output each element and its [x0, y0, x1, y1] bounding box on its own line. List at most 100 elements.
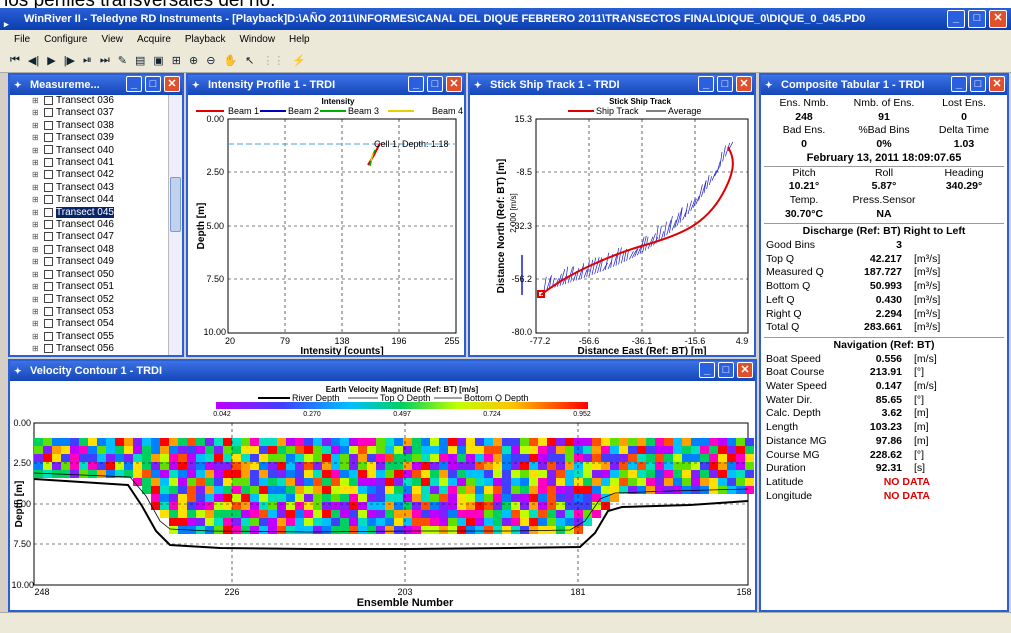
menu-playback[interactable]: Playback: [184, 34, 226, 45]
transect-item[interactable]: ⊞ Transect 049: [32, 256, 182, 268]
marker-icon[interactable]: ✎: [117, 55, 127, 67]
transect-item[interactable]: ⊞ Transect 043: [32, 182, 182, 194]
expand-icon[interactable]: ⊞: [32, 182, 39, 192]
checkbox[interactable]: [44, 133, 53, 143]
expand-icon[interactable]: ⊞: [32, 356, 40, 357]
transect-item[interactable]: ⊞ Transect 048: [32, 244, 182, 256]
velocity-close[interactable]: ✕: [737, 362, 753, 378]
checkbox[interactable]: [44, 120, 53, 130]
transect-item[interactable]: ⊞ Transect 040: [32, 145, 182, 157]
intensity-minimize[interactable]: _: [408, 76, 424, 92]
intensity-maximize[interactable]: □: [427, 76, 443, 92]
checkbox[interactable]: [44, 195, 53, 205]
checkbox[interactable]: [44, 331, 53, 341]
checkbox[interactable]: [44, 269, 53, 279]
transect-item[interactable]: ⊞ Transect 037: [32, 107, 182, 119]
expand-icon[interactable]: ⊞: [32, 232, 39, 242]
checkbox[interactable]: [44, 95, 53, 105]
transect-item[interactable]: ⊞ Transect 047: [32, 231, 182, 243]
expand-icon[interactable]: ⊞: [32, 108, 39, 118]
checkbox[interactable]: [44, 319, 53, 329]
folder-icon[interactable]: ▤: [134, 55, 146, 67]
composite-maximize[interactable]: □: [970, 76, 986, 92]
checkbox[interactable]: [44, 182, 53, 192]
transect-item[interactable]: ⊞ Transect 057: [32, 356, 182, 357]
measurement-close[interactable]: ✕: [164, 76, 180, 92]
expand-icon[interactable]: ⊞: [32, 319, 39, 329]
checkbox[interactable]: [44, 306, 53, 316]
menu-window[interactable]: Window: [239, 34, 276, 45]
transect-item[interactable]: ⊞ Transect 052: [32, 294, 182, 306]
expand-icon[interactable]: ⊞: [32, 244, 39, 254]
checkbox[interactable]: [44, 294, 53, 304]
transect-item[interactable]: ⊞ Transect 050: [32, 269, 182, 281]
expand-icon[interactable]: ⊞: [32, 120, 39, 130]
transect-item[interactable]: ⊞ Transect 039: [32, 132, 182, 144]
checkbox[interactable]: [44, 281, 53, 291]
pause-icon[interactable]: ⏯: [83, 54, 92, 66]
transect-item[interactable]: ⊞ Transect 036: [32, 95, 182, 107]
transect-item[interactable]: ⊞ Transect 051: [32, 281, 182, 293]
expand-icon[interactable]: ⊞: [32, 257, 39, 267]
measurement-minimize[interactable]: _: [126, 76, 142, 92]
checkbox[interactable]: [44, 207, 53, 217]
velocity-minimize[interactable]: _: [699, 362, 715, 378]
transect-item[interactable]: ⊞ Transect 054: [32, 318, 182, 330]
intensity-close[interactable]: ✕: [446, 76, 462, 92]
step-forward-icon[interactable]: |▶: [63, 55, 76, 67]
expand-icon[interactable]: ⊞: [32, 96, 39, 105]
menu-help[interactable]: Help: [289, 34, 310, 45]
transect-item[interactable]: ⊞ Transect 045: [32, 206, 182, 219]
tree-scroll-thumb[interactable]: [170, 177, 181, 232]
measurement-maximize[interactable]: □: [145, 76, 161, 92]
expand-icon[interactable]: ⊞: [32, 269, 39, 279]
maximize-button[interactable]: □: [968, 10, 986, 28]
stick-maximize[interactable]: □: [717, 76, 733, 92]
transect-item[interactable]: ⊞ Transect 055: [32, 331, 182, 343]
transect-item[interactable]: ⊞ Transect 044: [32, 194, 182, 206]
transect-item[interactable]: ⊞ Transect 038: [32, 120, 182, 132]
stick-minimize[interactable]: _: [698, 76, 714, 92]
checkbox[interactable]: [44, 343, 53, 353]
grid-icon[interactable]: ⊞: [171, 55, 181, 67]
expand-icon[interactable]: ⊞: [32, 344, 39, 354]
menu-configure[interactable]: Configure: [44, 34, 88, 45]
transect-item[interactable]: ⊞ Transect 053: [32, 306, 182, 318]
composite-close[interactable]: ✕: [989, 76, 1005, 92]
menu-view[interactable]: View: [101, 34, 123, 45]
close-button[interactable]: ✕: [989, 10, 1007, 28]
pan-hand-icon[interactable]: ✋: [223, 55, 238, 67]
expand-icon[interactable]: ⊞: [32, 145, 39, 155]
pointer-icon[interactable]: ↖: [245, 55, 255, 67]
minimize-button[interactable]: _: [947, 10, 965, 28]
expand-icon[interactable]: ⊞: [32, 294, 39, 304]
zoom-in-icon[interactable]: ⊕: [189, 55, 199, 67]
expand-icon[interactable]: ⊞: [32, 220, 39, 230]
composite-minimize[interactable]: _: [951, 76, 967, 92]
tree-scrollbar[interactable]: [168, 95, 182, 355]
checkbox[interactable]: [44, 145, 53, 155]
checkbox[interactable]: [44, 232, 53, 242]
checkbox[interactable]: [44, 108, 53, 118]
expand-icon[interactable]: ⊞: [32, 282, 39, 292]
checkbox[interactable]: [44, 170, 53, 180]
menu-file[interactable]: File: [14, 34, 31, 45]
transect-item[interactable]: ⊞ Transect 041: [32, 157, 182, 169]
expand-icon[interactable]: ⊞: [32, 207, 39, 217]
checkbox[interactable]: [44, 257, 53, 267]
checkbox[interactable]: [44, 356, 53, 357]
checkbox[interactable]: [44, 244, 53, 254]
expand-icon[interactable]: ⊞: [32, 195, 39, 205]
step-back-icon[interactable]: ◀|: [27, 55, 40, 67]
menu-acquire[interactable]: Acquire: [136, 34, 171, 45]
velocity-maximize[interactable]: □: [718, 362, 734, 378]
last-icon[interactable]: ⏭: [99, 54, 110, 66]
transect-item[interactable]: ⊞ Transect 042: [32, 169, 182, 181]
expand-icon[interactable]: ⊞: [32, 158, 39, 168]
lightning-icon[interactable]: ⚡: [292, 55, 307, 67]
play-icon[interactable]: ▶: [47, 55, 56, 67]
checkbox[interactable]: [44, 157, 53, 167]
checkbox[interactable]: [44, 219, 53, 229]
zoom-out-icon[interactable]: ⊖: [206, 55, 216, 67]
expand-icon[interactable]: ⊞: [32, 170, 39, 180]
